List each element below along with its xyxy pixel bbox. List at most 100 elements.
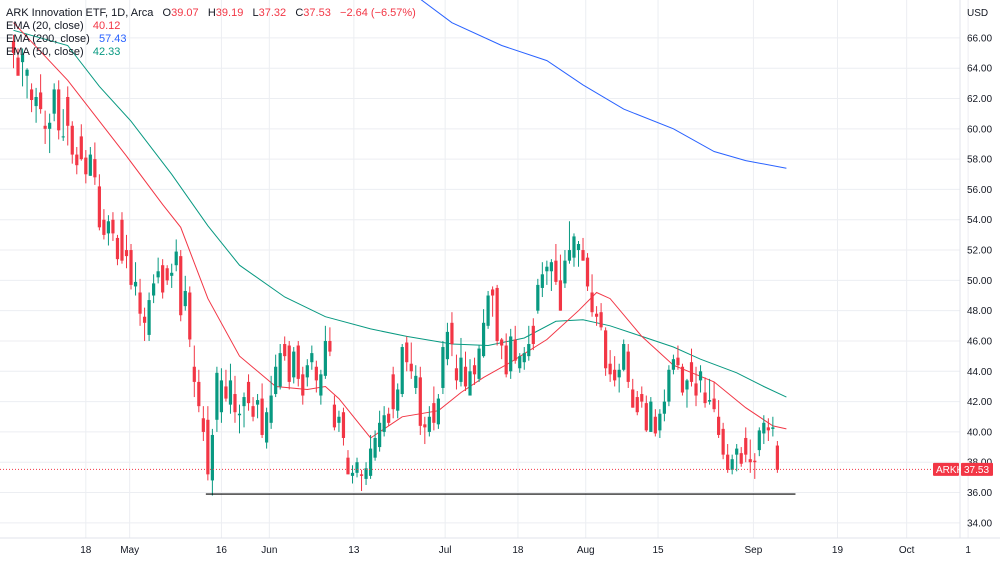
candle[interactable] xyxy=(400,344,404,398)
candle[interactable] xyxy=(698,365,703,393)
candle[interactable] xyxy=(70,121,74,164)
candle[interactable] xyxy=(658,409,662,438)
candle[interactable] xyxy=(689,348,694,387)
candle[interactable] xyxy=(274,354,278,398)
candle[interactable] xyxy=(572,233,576,267)
time-axis[interactable]: 18 May 16 Jun 13 Jul 18 Aug 15 Sep 19 Oct 1 xyxy=(80,545,971,556)
candle[interactable] xyxy=(445,322,450,366)
candle[interactable] xyxy=(52,83,56,122)
candle[interactable] xyxy=(481,309,486,358)
candle[interactable] xyxy=(332,395,337,431)
candle[interactable] xyxy=(201,406,205,442)
candle[interactable] xyxy=(350,465,355,484)
candle[interactable] xyxy=(228,363,233,414)
candle[interactable] xyxy=(432,386,436,431)
candle[interactable] xyxy=(463,351,468,391)
candle[interactable] xyxy=(766,418,770,442)
candle[interactable] xyxy=(79,124,83,161)
candle[interactable] xyxy=(29,83,34,113)
candle[interactable] xyxy=(730,454,734,475)
legend-ema20-row[interactable]: EMA (20, close) 40.12 xyxy=(6,20,416,33)
candle[interactable] xyxy=(106,215,111,246)
candle[interactable] xyxy=(346,450,350,475)
candle[interactable] xyxy=(323,325,327,379)
candle[interactable] xyxy=(468,359,472,396)
candle[interactable] xyxy=(378,410,382,452)
candle[interactable] xyxy=(283,336,287,361)
candle[interactable] xyxy=(590,274,594,317)
candle[interactable] xyxy=(604,327,608,376)
candle[interactable] xyxy=(707,378,712,405)
candle[interactable] xyxy=(269,375,273,429)
candle[interactable] xyxy=(771,416,775,437)
candle[interactable] xyxy=(165,265,169,285)
candle[interactable] xyxy=(111,212,115,241)
candle[interactable] xyxy=(694,366,698,407)
candle[interactable] xyxy=(576,240,581,267)
candle[interactable] xyxy=(418,366,422,435)
candle[interactable] xyxy=(649,397,653,432)
candle[interactable] xyxy=(57,80,61,140)
candle[interactable] xyxy=(373,430,377,461)
candle[interactable] xyxy=(102,209,106,240)
candle[interactable] xyxy=(93,142,97,185)
candle[interactable] xyxy=(48,113,52,154)
candle[interactable] xyxy=(152,274,156,304)
candle[interactable] xyxy=(296,340,300,387)
candle[interactable] xyxy=(197,369,201,413)
candle[interactable] xyxy=(495,284,499,346)
candle[interactable] xyxy=(97,174,101,231)
candle[interactable] xyxy=(192,345,196,398)
candle[interactable] xyxy=(409,342,413,379)
candle[interactable] xyxy=(287,340,291,390)
candle[interactable] xyxy=(585,253,590,291)
candle[interactable] xyxy=(206,406,210,481)
candle[interactable] xyxy=(613,356,617,387)
candle[interactable] xyxy=(133,262,138,296)
candle[interactable] xyxy=(88,147,92,176)
candle[interactable] xyxy=(536,278,540,314)
candle[interactable] xyxy=(653,409,657,437)
candle[interactable] xyxy=(124,234,129,269)
candle[interactable] xyxy=(472,357,477,385)
candle[interactable] xyxy=(260,383,264,438)
candle[interactable] xyxy=(558,254,563,311)
candle[interactable] xyxy=(314,360,318,393)
candle[interactable] xyxy=(25,68,29,99)
candle[interactable] xyxy=(459,337,463,387)
candle[interactable] xyxy=(396,383,400,419)
candle[interactable] xyxy=(129,243,133,290)
candle[interactable] xyxy=(717,400,721,438)
candle[interactable] xyxy=(224,369,228,402)
candle[interactable] xyxy=(301,366,305,405)
candle[interactable] xyxy=(436,394,440,429)
candle[interactable] xyxy=(712,381,716,413)
candle[interactable] xyxy=(174,239,178,272)
candle[interactable] xyxy=(454,354,459,390)
candle[interactable] xyxy=(744,427,748,463)
candle[interactable] xyxy=(251,397,255,422)
candle[interactable] xyxy=(61,109,65,141)
candle[interactable] xyxy=(540,262,544,298)
candle[interactable] xyxy=(233,375,237,423)
candle[interactable] xyxy=(328,327,332,357)
candle[interactable] xyxy=(635,390,639,416)
candle[interactable] xyxy=(210,428,214,496)
candle[interactable] xyxy=(775,441,779,473)
candle[interactable] xyxy=(391,366,395,419)
candle[interactable] xyxy=(726,444,730,473)
candle[interactable] xyxy=(676,345,680,370)
candle[interactable] xyxy=(138,278,142,326)
candle[interactable] xyxy=(721,422,725,460)
candle[interactable] xyxy=(237,404,242,434)
candle[interactable] xyxy=(183,275,187,311)
candle[interactable] xyxy=(66,86,70,146)
candle[interactable] xyxy=(757,427,761,457)
candle[interactable] xyxy=(115,234,120,266)
candle[interactable] xyxy=(246,374,251,411)
candle[interactable] xyxy=(753,453,757,479)
candle[interactable] xyxy=(20,48,25,87)
candle[interactable] xyxy=(387,407,391,426)
candle[interactable] xyxy=(170,263,174,288)
